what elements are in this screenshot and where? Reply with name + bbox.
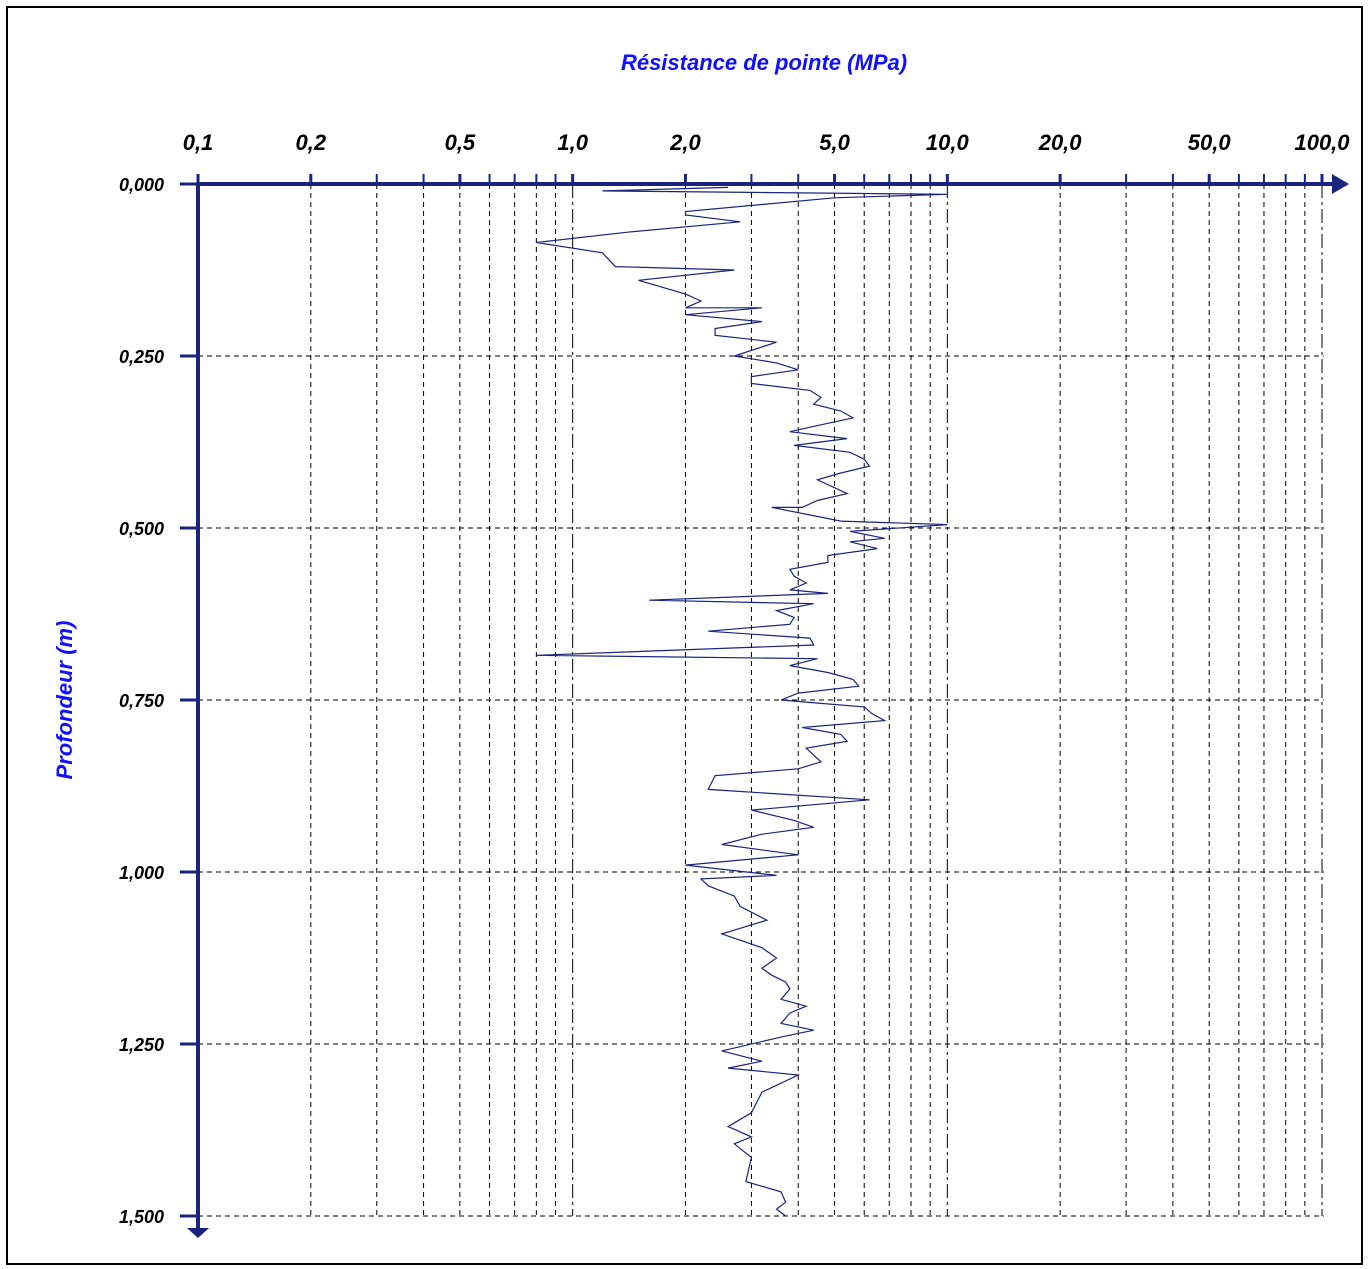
x-tick-label: 10,0	[926, 130, 970, 155]
chart-frame	[6, 6, 1363, 1265]
y-tick-label: 0,000	[119, 175, 164, 195]
x-tick-label: 5,0	[819, 130, 850, 155]
y-tick-label: 1,500	[119, 1207, 164, 1227]
y-tick-label: 0,250	[119, 347, 164, 367]
x-tick-label: 0,2	[295, 130, 326, 155]
x-tick-label: 50,0	[1188, 130, 1232, 155]
y-axis-arrow	[187, 1228, 209, 1238]
x-tick-label: 2,0	[669, 130, 701, 155]
x-tick-label: 20,0	[1038, 130, 1083, 155]
y-tick-label: 0,750	[119, 691, 164, 711]
y-tick-label: 0,500	[119, 519, 164, 539]
x-axis-arrow	[1332, 174, 1349, 194]
x-tick-label: 1,0	[557, 130, 588, 155]
x-tick-label: 0,1	[183, 130, 214, 155]
series-line	[536, 186, 948, 1217]
tick-labels: 0,000 0,250 0,500 0,750 1,000 1,250 1,500 0,1 0,…	[119, 130, 1350, 1227]
grid	[198, 184, 1324, 1217]
x-tick-label: 0,5	[445, 130, 476, 155]
y-tick-label: 1,250	[119, 1035, 164, 1055]
y-tick-label: 1,000	[119, 863, 164, 883]
axes	[180, 174, 1349, 1238]
x-axis-title: Résistance de pointe (MPa)	[621, 50, 907, 75]
series-layer	[536, 186, 948, 1217]
x-tick-label: 100,0	[1294, 130, 1350, 155]
y-axis-title: Profondeur (m)	[52, 621, 77, 780]
